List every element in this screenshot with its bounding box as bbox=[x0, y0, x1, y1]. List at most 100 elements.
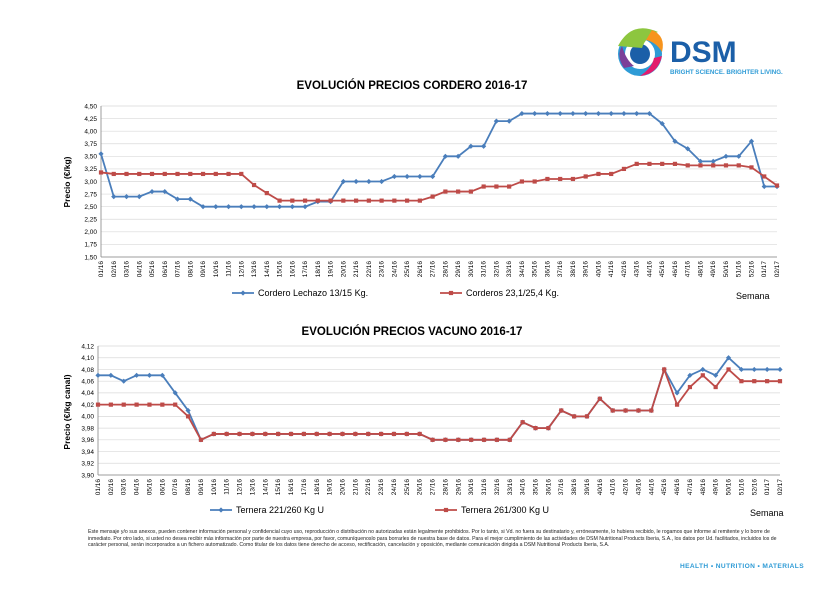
data-point-s1 bbox=[685, 146, 691, 152]
data-point-s2 bbox=[494, 184, 499, 189]
legend-label-1: Ternera 221/260 Kg U bbox=[236, 505, 324, 515]
data-point-s2 bbox=[558, 176, 563, 182]
x-tick-label: 11/16 bbox=[226, 261, 233, 277]
x-tick-label: 23/16 bbox=[378, 479, 385, 496]
data-point-s2 bbox=[198, 437, 204, 442]
x-tick-label: 19/16 bbox=[328, 261, 335, 278]
data-point-s2 bbox=[698, 163, 703, 168]
data-point-s2 bbox=[288, 431, 294, 437]
x-tick-label: 31/16 bbox=[481, 479, 488, 496]
x-tick-label: 46/16 bbox=[672, 261, 679, 278]
data-point-s1 bbox=[736, 153, 742, 159]
data-point-s1 bbox=[621, 110, 627, 117]
y-axis-title: Precio (€/kg) bbox=[62, 156, 72, 207]
data-point-s2 bbox=[149, 171, 155, 177]
data-point-s2 bbox=[251, 182, 257, 188]
data-point-s1 bbox=[442, 153, 448, 159]
data-point-s1 bbox=[506, 118, 512, 124]
x-tick-label: 01/17 bbox=[764, 479, 771, 496]
data-point-s1 bbox=[493, 118, 499, 124]
data-point-s1 bbox=[213, 204, 219, 210]
data-point-s2 bbox=[147, 402, 152, 407]
x-tick-label: 15/16 bbox=[275, 479, 282, 496]
data-point-s2 bbox=[674, 402, 680, 407]
data-point-s2 bbox=[546, 425, 551, 431]
y-tick-label: 1,50 bbox=[84, 254, 97, 261]
data-point-s2 bbox=[121, 402, 126, 407]
x-tick-label: 28/16 bbox=[442, 261, 449, 278]
data-point-s1 bbox=[200, 204, 206, 210]
y-tick-label: 3,00 bbox=[84, 179, 97, 186]
data-point-s1 bbox=[136, 194, 142, 200]
data-point-s1 bbox=[289, 204, 295, 210]
data-point-s1 bbox=[583, 110, 589, 117]
data-point-s2 bbox=[328, 198, 333, 203]
cordero-price-chart: EVOLUCIÓN PRECIOS CORDERO 2016-17 Precio… bbox=[62, 79, 781, 301]
data-point-s2 bbox=[481, 184, 486, 189]
data-point-s2 bbox=[507, 437, 512, 442]
data-point-s1 bbox=[95, 372, 101, 378]
data-point-s2 bbox=[137, 171, 142, 177]
data-point-s1 bbox=[672, 138, 678, 144]
x-tick-label: 07/16 bbox=[172, 479, 179, 496]
x-tick-label: 21/16 bbox=[353, 261, 360, 278]
data-point-s2 bbox=[353, 431, 358, 437]
x-tick-label: 37/16 bbox=[558, 479, 565, 496]
legend-label-1: Cordero Lechazo 13/15 Kg. bbox=[258, 288, 368, 298]
data-point-s2 bbox=[621, 166, 627, 172]
x-tick-label: 40/16 bbox=[595, 261, 602, 278]
x-axis-title: Semana bbox=[750, 508, 784, 518]
data-point-s2 bbox=[507, 184, 512, 189]
data-point-s1 bbox=[404, 173, 410, 180]
x-tick-label: 23/16 bbox=[379, 261, 386, 278]
x-tick-label: 51/16 bbox=[736, 261, 743, 278]
x-tick-label: 18/16 bbox=[314, 479, 321, 496]
y-tick-label: 4,02 bbox=[81, 402, 94, 409]
x-tick-label: 33/16 bbox=[506, 261, 513, 278]
data-point-s2 bbox=[762, 174, 767, 179]
data-point-s2 bbox=[533, 425, 538, 431]
data-point-s2 bbox=[111, 171, 116, 177]
x-tick-label: 36/16 bbox=[545, 479, 552, 496]
x-tick-label: 38/16 bbox=[571, 479, 578, 496]
x-tick-label: 36/16 bbox=[544, 261, 551, 278]
y-tick-label: 4,50 bbox=[84, 103, 97, 110]
x-tick-label: 09/16 bbox=[198, 479, 205, 496]
data-point-s1 bbox=[544, 110, 551, 117]
y-tick-label: 3,98 bbox=[81, 425, 94, 432]
data-point-s1 bbox=[700, 366, 706, 373]
data-point-s2 bbox=[277, 198, 282, 203]
data-point-s2 bbox=[430, 194, 435, 199]
x-tick-label: 29/16 bbox=[455, 261, 462, 278]
data-point-s2 bbox=[239, 171, 244, 177]
x-tick-label: 49/16 bbox=[710, 261, 717, 278]
x-tick-label: 06/16 bbox=[162, 261, 169, 278]
x-tick-label: 15/16 bbox=[277, 261, 284, 278]
data-point-s2 bbox=[276, 431, 281, 437]
x-tick-label: 02/17 bbox=[774, 261, 781, 278]
data-point-s2 bbox=[378, 431, 384, 437]
y-tick-label: 3,25 bbox=[84, 166, 97, 173]
x-tick-label: 39/16 bbox=[583, 261, 590, 278]
x-tick-label: 26/16 bbox=[417, 479, 424, 496]
x-tick-label: 41/16 bbox=[608, 261, 615, 278]
data-point-s2 bbox=[610, 408, 615, 413]
series-line-2 bbox=[100, 162, 778, 202]
chart-title: EVOLUCIÓN PRECIOS CORDERO 2016-17 bbox=[297, 79, 528, 92]
data-point-s2 bbox=[713, 384, 718, 390]
data-point-s1 bbox=[557, 110, 563, 117]
data-point-s2 bbox=[647, 161, 652, 166]
x-tick-label: 13/16 bbox=[249, 479, 256, 496]
x-tick-label: 20/16 bbox=[339, 479, 346, 496]
x-tick-label: 27/16 bbox=[430, 479, 437, 496]
data-point-s1 bbox=[379, 178, 385, 185]
data-point-s2 bbox=[636, 408, 641, 413]
data-point-s2 bbox=[353, 198, 359, 203]
x-tick-label: 01/16 bbox=[98, 261, 105, 278]
legend-marker-2 bbox=[448, 290, 454, 296]
data-point-s2 bbox=[726, 367, 731, 372]
data-point-s2 bbox=[417, 198, 422, 203]
x-tick-label: 37/16 bbox=[557, 261, 564, 278]
data-point-s2 bbox=[379, 198, 384, 203]
data-point-s2 bbox=[327, 431, 332, 437]
